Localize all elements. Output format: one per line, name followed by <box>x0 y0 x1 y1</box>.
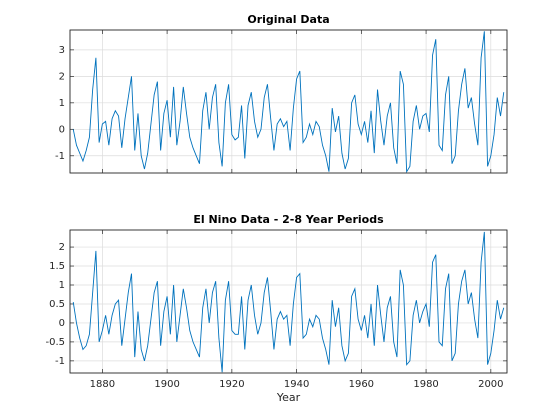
x-tick-label: 2000 <box>478 379 503 390</box>
y-tick-label: 2 <box>59 242 65 253</box>
y-tick-label: 1 <box>59 280 65 291</box>
y-tick-label: 1.5 <box>49 261 65 272</box>
axes-frame <box>69 29 508 174</box>
axes-box <box>69 229 508 374</box>
data-line <box>72 31 505 174</box>
y-tick-label: -1 <box>55 151 65 162</box>
x-tick-label: 1880 <box>90 379 115 390</box>
x-tick-label: 1920 <box>219 379 244 390</box>
axes-frame <box>69 229 508 374</box>
x-tick-label: 1940 <box>284 379 309 390</box>
axes-box <box>69 29 508 174</box>
y-tick-label: 0.5 <box>49 299 65 310</box>
y-tick-label: -1 <box>55 356 65 367</box>
y-tick-label: 0 <box>59 124 65 135</box>
y-tick-label: 3 <box>59 45 65 56</box>
x-tick-label: 1900 <box>154 379 179 390</box>
x-axis-label: Year <box>276 391 301 404</box>
y-tick-label: 0 <box>59 318 65 329</box>
chart-title: El Nino Data - 2-8 Year Periods <box>193 213 384 226</box>
data-line <box>72 231 505 373</box>
x-tick-label: 1980 <box>413 379 438 390</box>
chart-title: Original Data <box>247 13 329 26</box>
y-tick-label: -0.5 <box>45 337 65 348</box>
y-tick-label: 2 <box>59 71 65 82</box>
x-tick-label: 1960 <box>349 379 374 390</box>
y-tick-label: 1 <box>59 98 65 109</box>
